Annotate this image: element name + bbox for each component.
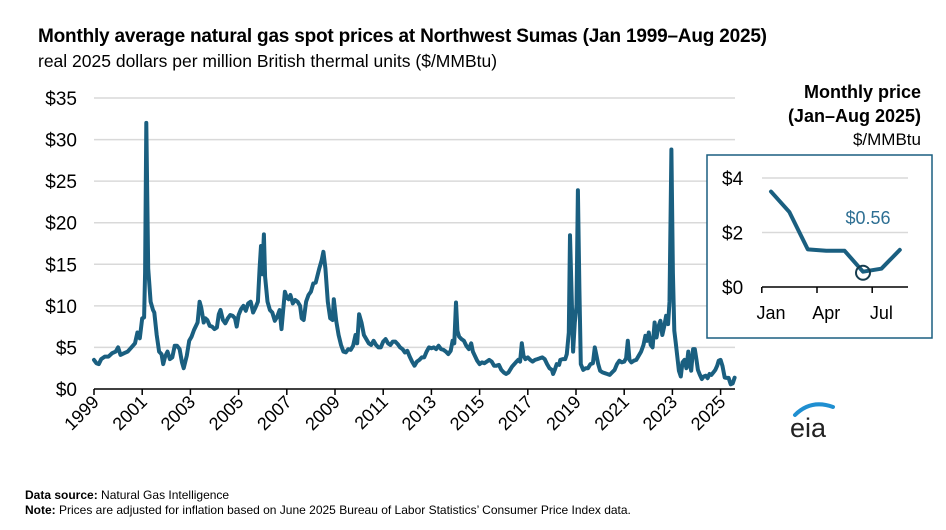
note-line: Note: Prices are adjusted for inflation … <box>25 503 631 517</box>
x-tick-label: 2017 <box>494 392 536 434</box>
x-tick-label: 2003 <box>157 392 199 434</box>
y-tick-label: $15 <box>45 255 77 276</box>
annotation-label: $0.56 <box>845 208 890 228</box>
x-tick-label: 2001 <box>109 392 151 434</box>
y-tick-label: $20 <box>45 214 77 235</box>
inset-y-tick-label: $4 <box>722 169 744 190</box>
y-tick-label: $10 <box>45 297 77 318</box>
x-tick-label: 2005 <box>205 392 247 434</box>
main-x-axis: 1999 2001 2003 2005 2007 2009 2011 2013 2015 2017… <box>60 388 735 434</box>
annotation-marker <box>855 264 871 281</box>
x-tick-label: 2019 <box>542 392 584 434</box>
series-line <box>92 120 737 387</box>
inset-y-tick-label: $0 <box>722 278 743 299</box>
inset-x-tick-label: Apr <box>812 303 840 323</box>
chart-subtitle: real 2025 dollars per million British th… <box>38 51 498 71</box>
main-y-tick-labels: $0 $5 $10 $15 $20 $25 $30 $35 <box>45 89 77 401</box>
x-tick-label: 2013 <box>398 392 440 434</box>
x-tick-label: 2025 <box>687 392 729 434</box>
inset-chart: $0 $2 $4 Jan Apr Jul $0.56 <box>706 154 933 339</box>
inset-y-tick-label: $2 <box>722 224 743 245</box>
eia-logo-icon: eia <box>790 402 835 443</box>
main-series <box>92 120 737 387</box>
y-tick-label: $5 <box>56 338 77 359</box>
y-tick-label: $25 <box>45 172 77 193</box>
inset-frame <box>706 154 933 339</box>
inset-title-line-2: (Jan–Aug 2025) <box>787 106 921 126</box>
inset-x-tick-label: Jan <box>756 303 785 323</box>
y-tick-label: $0 <box>56 380 77 401</box>
inset-unit-label: $/MMBtu <box>852 130 921 149</box>
main-gridlines <box>94 97 735 349</box>
inset-x-tick-label: Jul <box>870 303 893 323</box>
y-tick-label: $30 <box>45 131 77 152</box>
eia-logo: eia <box>787 401 837 446</box>
x-tick-label: 2007 <box>253 392 295 434</box>
data-source-line: Data source: Natural Gas Intelligence <box>25 488 230 502</box>
x-tick-label: 2009 <box>301 392 343 434</box>
x-tick-label: 2021 <box>591 392 633 434</box>
logo-text: eia <box>790 413 827 441</box>
x-tick-label: 2011 <box>351 392 393 434</box>
footer-notes: Data source: Natural Gas Intelligence No… <box>25 488 631 518</box>
y-tick-label: $35 <box>45 89 77 110</box>
x-tick-label: 2015 <box>446 392 488 434</box>
inset-title-line-1: Monthly price <box>803 82 921 102</box>
inset-title: Monthly price (Jan–Aug 2025) <box>788 80 921 128</box>
x-tick-label: 2023 <box>639 392 681 434</box>
inset-series-line <box>769 189 902 274</box>
chart-title: Monthly average natural gas spot prices … <box>38 26 767 47</box>
